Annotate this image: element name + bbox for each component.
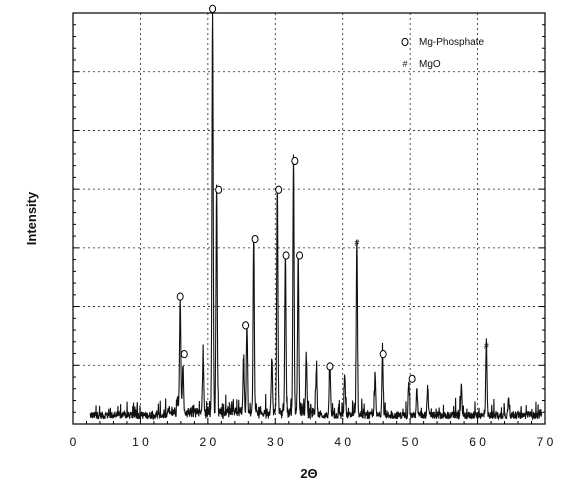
phosphate-peak-marker xyxy=(275,185,283,194)
x-tick-label: 0 xyxy=(70,435,77,449)
x-tick-label: 7 0 xyxy=(537,435,554,449)
phosphate-peak-marker xyxy=(408,374,416,383)
mgo-peak-marker: # xyxy=(354,238,359,248)
phosphate-peak-marker xyxy=(282,251,290,260)
mgo-peak-marker: # xyxy=(484,341,489,351)
y-axis-title: Intensity xyxy=(24,191,39,245)
x-tick-label: 2 0 xyxy=(200,435,217,449)
phosphate-peak-marker xyxy=(209,4,217,13)
phosphate-peak-marker xyxy=(215,185,223,194)
x-axis-title: 2Θ xyxy=(300,466,317,481)
x-tick-label: 1 0 xyxy=(132,435,149,449)
legend: Mg-Phosphate # MgO xyxy=(401,37,484,70)
x-tick-labels: 0 1 0 2 0 3 0 4 0 5 0 6 0 7 0 xyxy=(70,435,554,449)
phosphate-peak-marker xyxy=(242,321,250,330)
peak-annotations: ## xyxy=(176,4,489,383)
pattern-trace xyxy=(89,12,543,421)
phosphate-peak-marker xyxy=(251,234,259,244)
phosphate-peak-marker xyxy=(296,251,304,260)
phosphate-peak-marker xyxy=(176,292,184,301)
grid-lines xyxy=(73,13,545,424)
phosphate-peak-marker xyxy=(326,362,334,371)
phosphate-peak-marker xyxy=(291,156,299,166)
legend-label: Mg-Phosphate xyxy=(419,37,484,48)
diffraction-line xyxy=(89,12,543,421)
phosphate-peak-marker xyxy=(379,350,387,359)
axis-ticks xyxy=(72,12,546,425)
legend-symbol-mgo: # xyxy=(402,59,407,69)
legend-label: MgO xyxy=(419,59,441,70)
x-tick-label: 5 0 xyxy=(402,435,419,449)
plot-frame xyxy=(72,12,546,425)
legend-symbol-phosphate xyxy=(401,37,409,47)
x-tick-label: 4 0 xyxy=(334,435,351,449)
phosphate-peak-marker xyxy=(180,350,188,359)
x-tick-label: 3 0 xyxy=(267,435,284,449)
x-tick-label: 6 0 xyxy=(469,435,486,449)
